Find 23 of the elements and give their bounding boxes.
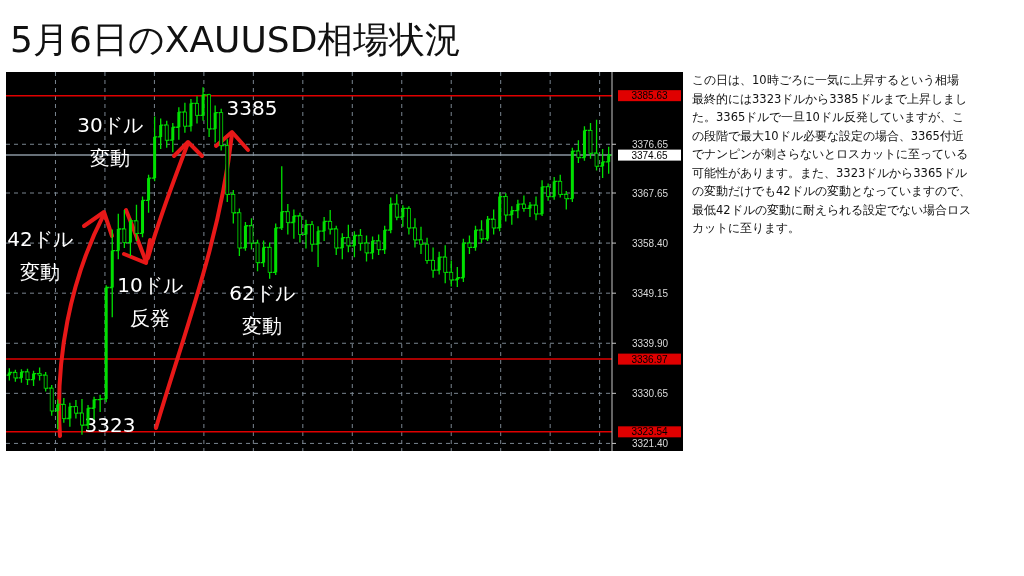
text: この日は、10時ごろに一気に上昇するという相場最終的には3323ドルから3385ドルまで上昇しました。3365ドルで一旦10ドル反発していますが、この段階で最大10ドル必要な設定の場合、3365付近でナンピンが刺さらないとロスカットに至っている可能性があります。また、3323ドルから3365ドルの変動だけでも42ドルの変動となっていますので、最低42ドルの変動に耐えられる設定でない場合ロスカットに至ります。 — [692, 73, 971, 235]
y-tick-label: 3376.65 — [631, 138, 669, 150]
annotation: 62ドル変動 — [229, 281, 295, 338]
candlestick — [607, 146, 611, 175]
y-tick-label: 3349.15 — [631, 287, 669, 299]
candlestick — [159, 117, 163, 150]
candlestick — [498, 191, 502, 232]
annotation: 42ドル変動 — [7, 227, 73, 284]
y-tick-label: 3321.40 — [631, 437, 669, 449]
annotation: 10ドル反発 — [117, 273, 183, 330]
candlestick — [7, 367, 11, 382]
ref-line-label: 3374.65 — [631, 149, 669, 161]
y-tick-label: 3330.65 — [631, 387, 669, 399]
annotation: 30ドル変動 — [77, 113, 143, 170]
y-tick-label: 3367.65 — [631, 187, 669, 199]
y-tick-label: 3358.40 — [631, 237, 669, 249]
ref-line-label: 3323.54 — [631, 426, 669, 438]
annotation: 3323 — [84, 413, 136, 437]
annotation: 3385 — [226, 96, 278, 120]
ref-line-label: 3336.97 — [631, 353, 669, 365]
y-tick-label: 3339.90 — [631, 337, 669, 349]
chart-title: 5月6日のXAUUSD相場状況 — [10, 19, 462, 60]
ref-line-label: 3385.63 — [631, 90, 669, 102]
